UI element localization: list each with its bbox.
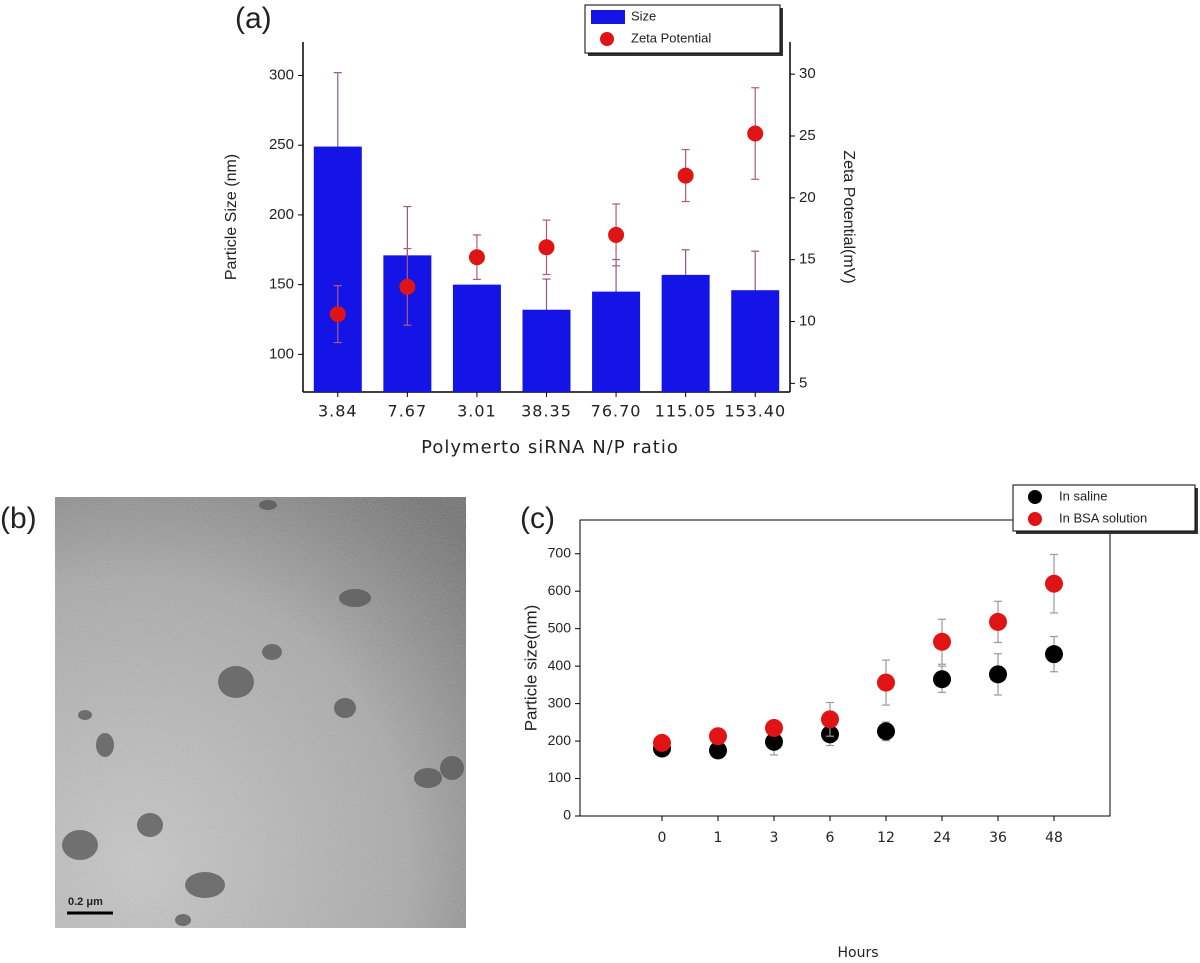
y2-axis-label: Zeta Potential(mV)	[840, 150, 857, 283]
x-axis-label: Polymerto siRNA N/P ratio	[421, 437, 679, 458]
y-tick-label: 400	[548, 657, 572, 673]
point	[329, 306, 346, 323]
y2-tick-label: 5	[799, 374, 807, 391]
point	[608, 226, 625, 243]
plot-frame	[579, 519, 1111, 817]
y-tick-label: 700	[548, 544, 572, 560]
legend-label: Zeta Potential	[631, 30, 711, 45]
x-tick-label: 38.35	[521, 402, 572, 421]
legend-label: In BSA solution	[1059, 510, 1147, 525]
legend-swatch	[1028, 490, 1042, 504]
point	[538, 239, 555, 256]
bar	[592, 291, 641, 392]
point	[709, 727, 727, 746]
bar	[313, 146, 362, 392]
point	[1045, 574, 1063, 593]
x-tick-label: 115.05	[655, 402, 717, 421]
panel-label: (a)	[235, 2, 272, 35]
panel-label: (c)	[520, 502, 555, 535]
point	[933, 632, 951, 651]
bar	[661, 274, 710, 392]
point	[989, 612, 1007, 631]
point	[653, 733, 671, 752]
x-tick-label: 24	[933, 830, 951, 846]
y2-tick-label: 20	[799, 189, 816, 206]
point	[821, 710, 839, 729]
x-tick-label: 36	[989, 830, 1007, 846]
y2-tick-label: 10	[799, 312, 816, 329]
legend-swatch	[1028, 512, 1042, 526]
x-tick-label: 1	[714, 830, 723, 846]
legend-label: In saline	[1059, 488, 1107, 503]
x-tick-label: 48	[1045, 830, 1063, 846]
y-tick-label: 600	[548, 582, 572, 598]
x-tick-label: 7.67	[388, 402, 428, 421]
y-tick-label: 0	[563, 807, 571, 823]
x-tick-label: 12	[877, 830, 895, 846]
point	[677, 167, 694, 184]
x-tick-label: 3.01	[457, 402, 497, 421]
point	[933, 670, 951, 689]
point	[877, 722, 895, 741]
point	[1045, 645, 1063, 664]
y-tick-label: 300	[548, 694, 572, 710]
x-tick-label: 6	[826, 830, 835, 846]
point	[468, 249, 485, 266]
y2-tick-label: 30	[799, 65, 816, 82]
y-tick-label: 150	[269, 276, 294, 293]
y-axis-label: Particle size(nm)	[521, 605, 540, 732]
y-tick-label: 250	[269, 136, 294, 153]
x-tick-label: 76.70	[591, 402, 642, 421]
point	[399, 278, 416, 295]
scale-bar-label: 0.2 μm	[68, 896, 103, 908]
point	[747, 125, 764, 142]
y-tick-label: 300	[269, 66, 294, 83]
legend-label: Size	[631, 8, 656, 23]
y-tick-label: 200	[269, 206, 294, 223]
legend-swatch	[591, 10, 625, 24]
micrograph-background	[55, 497, 466, 928]
micrograph: 0.2 μm	[55, 497, 466, 928]
x-tick-label: 0	[658, 830, 667, 846]
point	[877, 673, 895, 692]
y-tick-label: 100	[548, 769, 572, 785]
y-axis-label: Particle Size (nm)	[223, 154, 240, 280]
y2-tick-label: 15	[799, 251, 816, 268]
legend-swatch	[600, 32, 614, 46]
point	[709, 741, 727, 760]
bar	[452, 284, 501, 392]
x-tick-label: 3.84	[318, 402, 358, 421]
y-tick-label: 100	[269, 345, 294, 362]
y-tick-label: 500	[548, 619, 572, 635]
x-tick-label: 153.40	[724, 402, 786, 421]
x-tick-label: 3	[770, 830, 779, 846]
point	[989, 665, 1007, 684]
particles	[62, 500, 464, 926]
legend-box	[1012, 484, 1196, 532]
bar	[522, 309, 571, 392]
x-axis-label: Hours	[837, 945, 878, 961]
point	[765, 718, 783, 737]
y2-tick-label: 25	[799, 127, 816, 144]
bar	[731, 290, 780, 392]
panel-label: (b)	[0, 502, 37, 535]
y-tick-label: 200	[548, 732, 572, 748]
point	[765, 732, 783, 751]
